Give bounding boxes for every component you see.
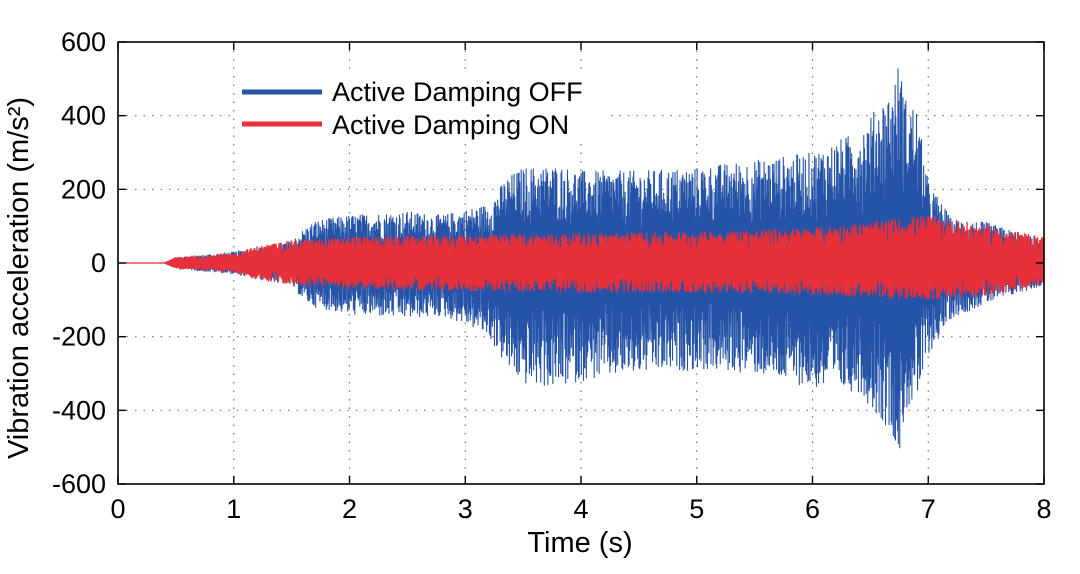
x-tick-label: 4 <box>573 494 588 524</box>
x-axis-label: Time (s) <box>527 527 632 559</box>
series-line-active-damping-on <box>117 215 1045 300</box>
x-tick-label: 7 <box>921 494 936 524</box>
series-layer <box>117 68 1045 449</box>
tick-marks <box>117 41 1045 485</box>
y-tick-labels: 600 400 200 0 -200 -400 -600 <box>52 27 106 499</box>
x-tick-label: 1 <box>226 494 241 524</box>
y-tick-label: -600 <box>52 469 106 499</box>
x-tick-label: 0 <box>110 494 125 524</box>
x-tick-label: 8 <box>1036 494 1051 524</box>
x-tick-label: 5 <box>689 494 704 524</box>
x-tick-label: 3 <box>458 494 473 524</box>
y-tick-label: 400 <box>61 101 106 131</box>
y-tick-label: 200 <box>61 174 106 204</box>
y-tick-label: -200 <box>52 322 106 352</box>
y-tick-label: 600 <box>61 27 106 57</box>
legend-label-off: Active Damping OFF <box>332 77 583 107</box>
y-axis-label: Vibration acceleration (m/s²) <box>3 97 35 459</box>
y-tick-label: -400 <box>52 395 106 425</box>
legend-label-on: Active Damping ON <box>332 110 569 140</box>
x-tick-label: 6 <box>805 494 820 524</box>
legend-background <box>236 76 604 144</box>
x-tick-labels: 0 1 2 3 4 5 6 7 8 <box>110 494 1051 524</box>
x-tick-label: 2 <box>342 494 357 524</box>
legend: Active Damping OFF Active Damping ON <box>236 76 604 144</box>
y-tick-label: 0 <box>91 248 106 278</box>
